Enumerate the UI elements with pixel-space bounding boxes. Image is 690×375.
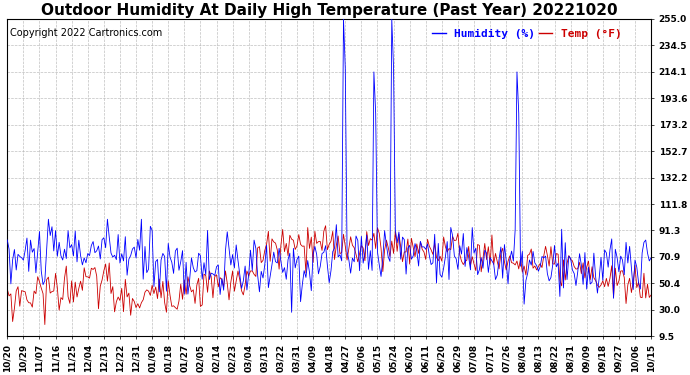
Title: Outdoor Humidity At Daily High Temperature (Past Year) 20221020: Outdoor Humidity At Daily High Temperatu…	[41, 3, 618, 18]
Text: Copyright 2022 Cartronics.com: Copyright 2022 Cartronics.com	[10, 28, 163, 39]
Legend: Humidity (%), Temp (°F): Humidity (%), Temp (°F)	[428, 24, 627, 44]
